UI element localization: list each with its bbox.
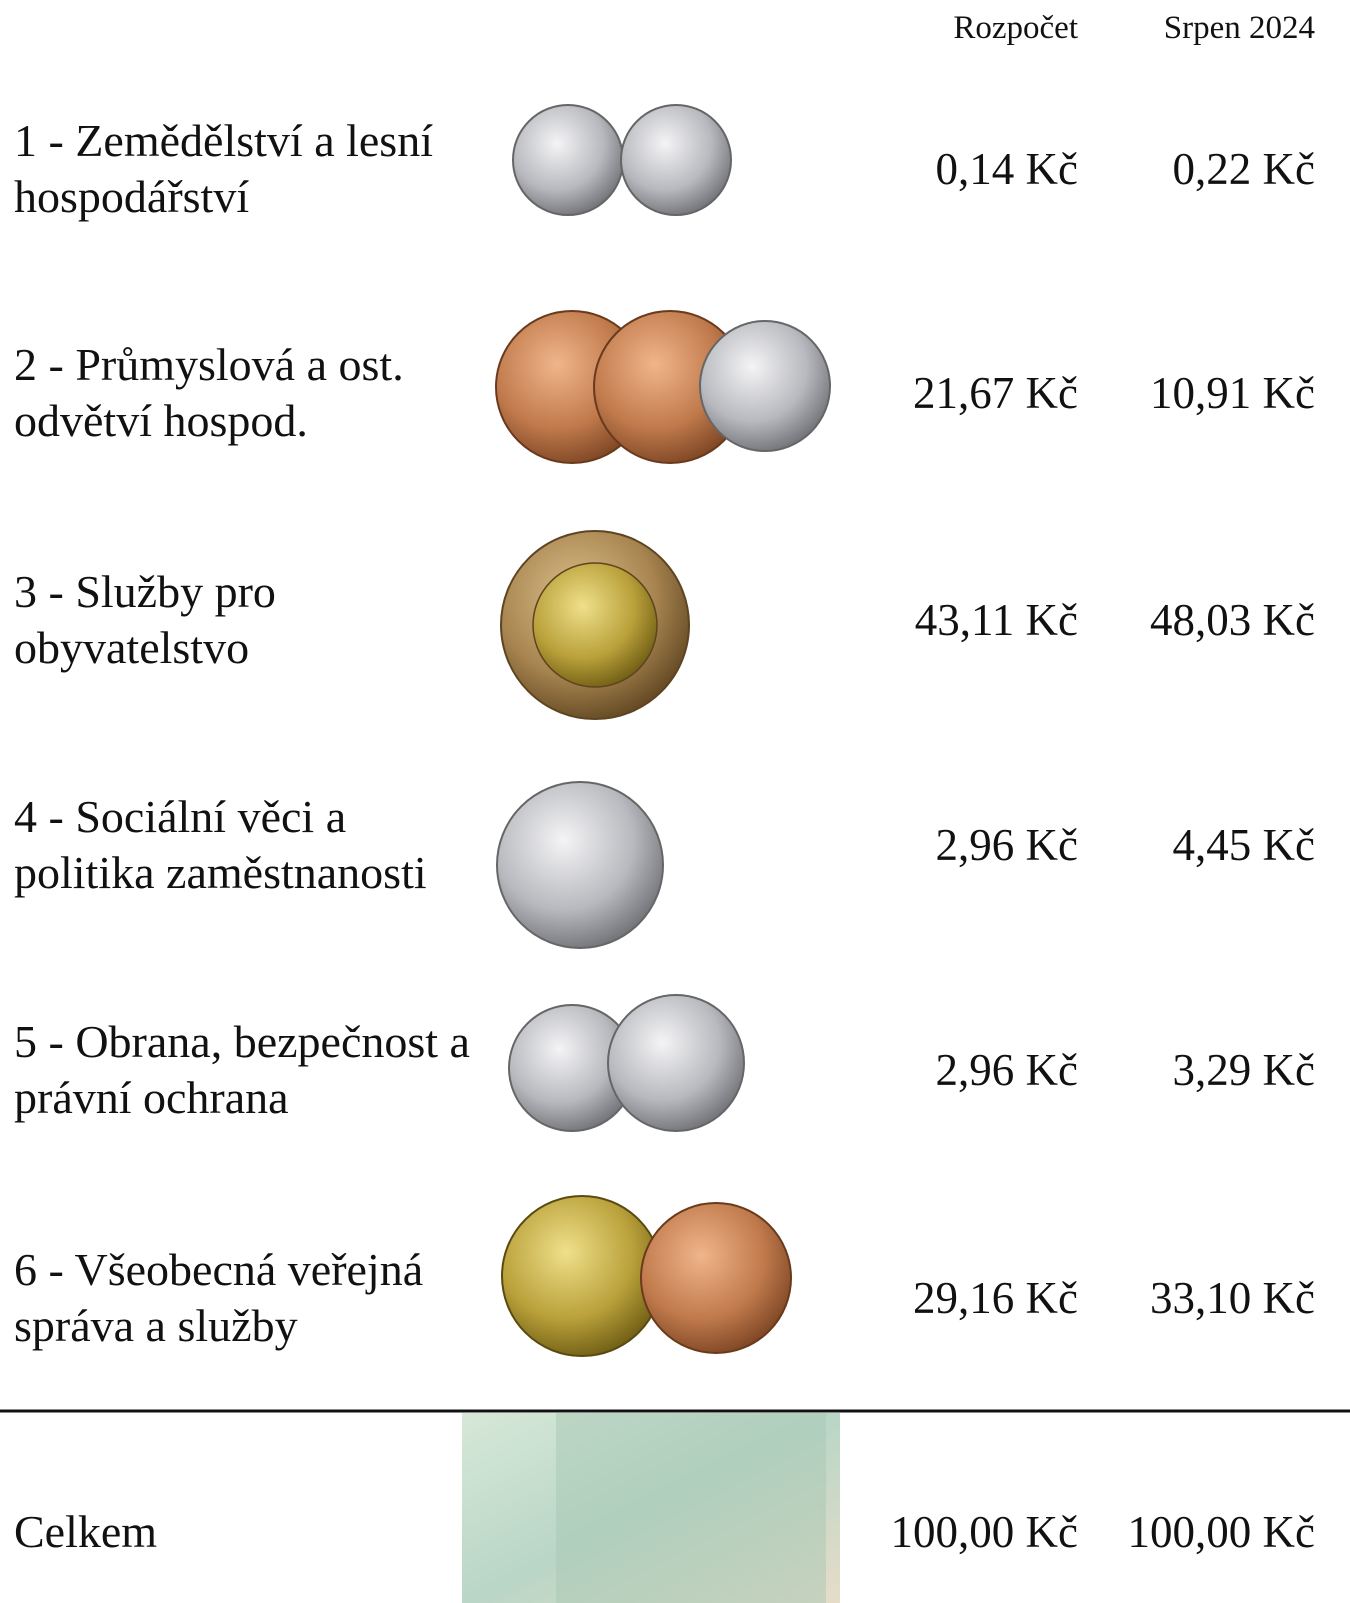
column-header: Srpen 2024: [1164, 10, 1315, 47]
row-label: Celkem: [14, 1476, 494, 1588]
budget-value: 29,16 Kč: [818, 1242, 1078, 1354]
august-value: 10,91 Kč: [1085, 337, 1315, 449]
row-label: 1 - Zemědělství a lesní hospodářství: [14, 113, 494, 225]
budget-value: 43,11 Kč: [818, 564, 1078, 676]
column-header: Rozpočet: [953, 10, 1078, 47]
budget-value: 21,67 Kč: [818, 337, 1078, 449]
row-label: 2 - Průmyslová a ost. odvětví hospod.: [14, 337, 494, 449]
august-value: 48,03 Kč: [1085, 564, 1315, 676]
august-value: 100,00 Kč: [1085, 1476, 1315, 1588]
august-value: 0,22 Kč: [1085, 113, 1315, 225]
budget-value: 100,00 Kč: [818, 1476, 1078, 1588]
total-row: Celkem 100,00 Kč 100,00 Kč: [0, 1476, 1350, 1588]
table-row: 6 - Všeobecná veřejná správa a služby 29,…: [0, 1242, 1350, 1354]
budget-value: 2,96 Kč: [818, 1014, 1078, 1126]
row-label: 6 - Všeobecná veřejná správa a služby: [14, 1242, 494, 1354]
august-value: 33,10 Kč: [1085, 1242, 1315, 1354]
budget-value: 0,14 Kč: [818, 113, 1078, 225]
table-row: 2 - Průmyslová a ost. odvětví hospod. 21,…: [0, 337, 1350, 449]
page: Rozpočet Srpen 2024 1 - Zemědělství a le…: [0, 0, 1350, 1603]
table-row: 4 - Sociální věci a politika zaměstnanos…: [0, 789, 1350, 901]
row-label: 4 - Sociální věci a politika zaměstnanos…: [14, 789, 494, 901]
budget-value: 2,96 Kč: [818, 789, 1078, 901]
table-row: 1 - Zemědělství a lesní hospodářství 0,14…: [0, 113, 1350, 225]
august-value: 3,29 Kč: [1085, 1014, 1315, 1126]
row-label: 5 - Obrana, bezpečnost a právní ochrana: [14, 1014, 494, 1126]
august-value: 4,45 Kč: [1085, 789, 1315, 901]
row-label: 3 - Služby pro obyvatelstvo: [14, 564, 494, 676]
table-row: 5 - Obrana, bezpečnost a právní ochrana 2…: [0, 1014, 1350, 1126]
